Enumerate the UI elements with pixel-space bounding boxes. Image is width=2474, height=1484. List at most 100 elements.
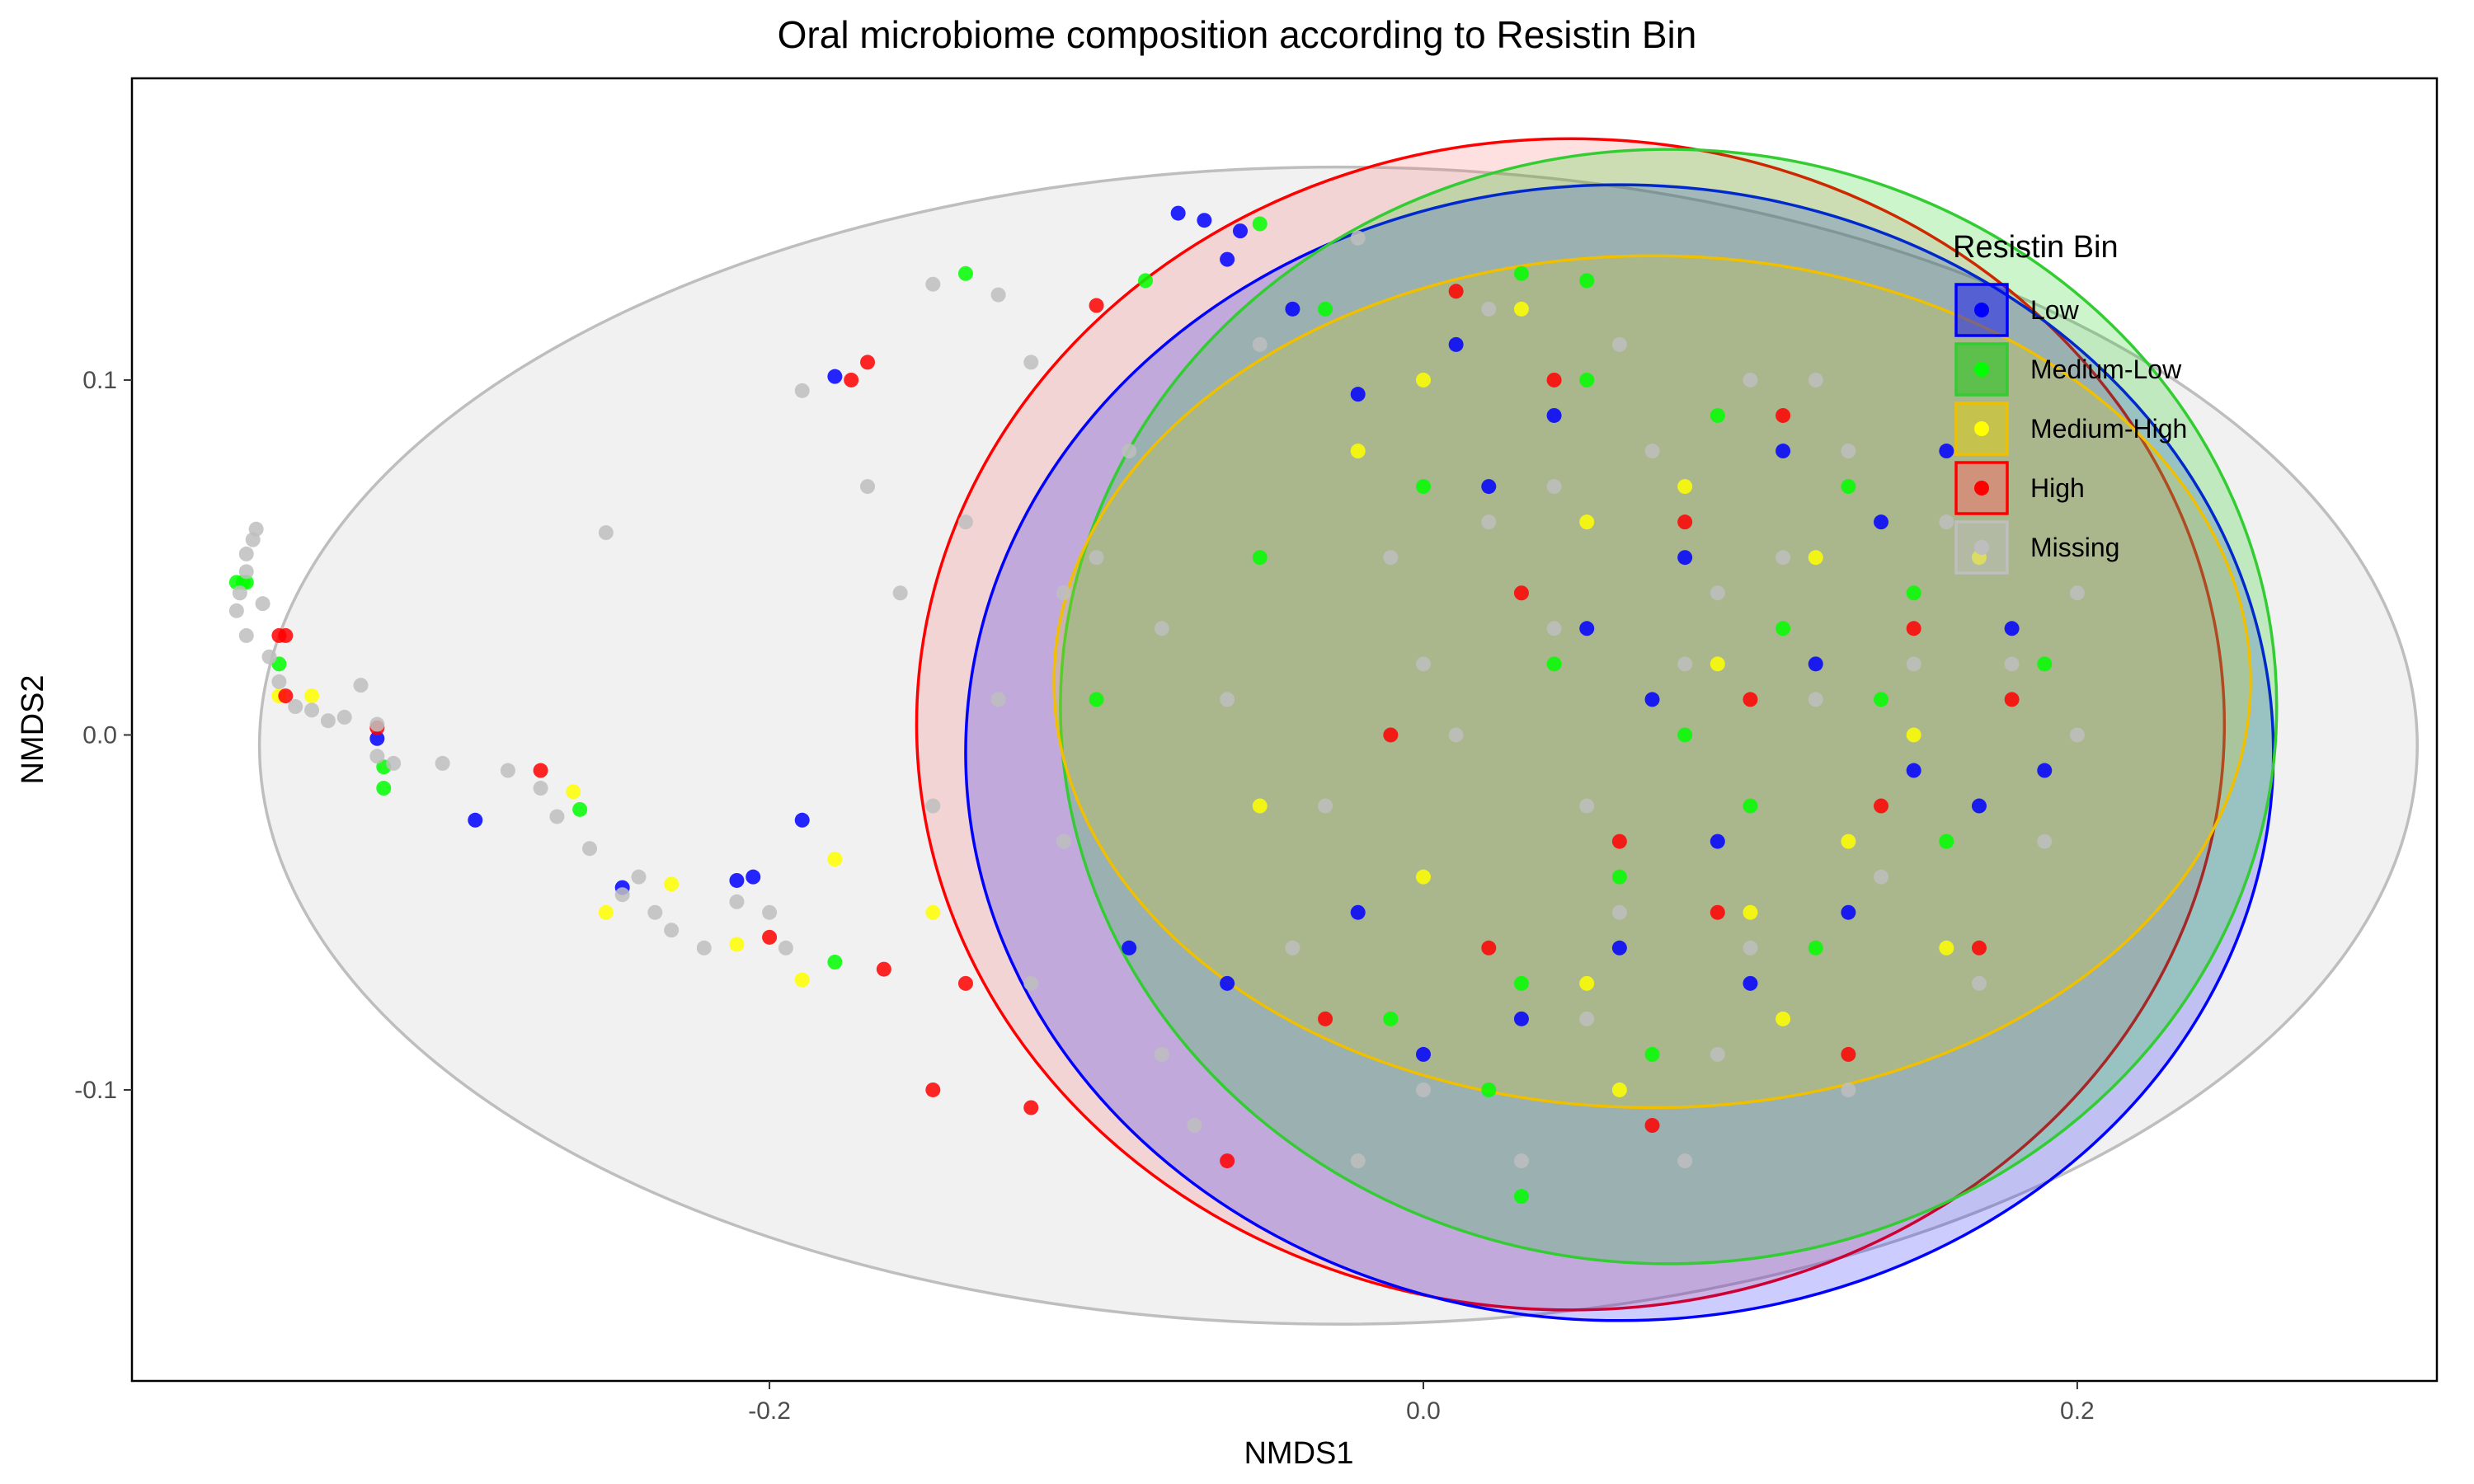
point-medium-high [1415,372,1431,387]
point-medium-low [1546,656,1562,672]
point-medium-high [1743,904,1758,920]
point-missing [1874,869,1889,885]
point-missing [353,678,369,693]
y-tick-label: -0.1 [74,1077,117,1104]
point-missing [1023,975,1039,991]
point-medium-high [1906,727,1921,743]
point-low [1546,407,1562,423]
point-medium-low [827,954,843,970]
point-missing [1089,550,1104,566]
point-medium-low [376,781,392,796]
point-missing [925,798,941,814]
point-high [1513,585,1529,601]
point-missing [598,525,614,541]
point-medium-low [1481,1082,1497,1097]
point-low [1481,479,1497,495]
point-medium-low [1841,479,1856,495]
point-high [860,355,876,370]
point-missing [533,781,548,796]
legend: Resistin Bin Low Medium-Low Medium-High Hig… [1953,230,2187,575]
point-missing [1743,372,1758,387]
legend-title: Resistin Bin [1953,230,2119,265]
point-missing [664,923,680,938]
point-missing [1971,975,1987,991]
point-high [1220,1153,1235,1169]
point-missing [1415,656,1431,672]
point-missing [2069,727,2085,743]
point-high [1677,514,1693,530]
point-missing [1579,1011,1595,1026]
point-medium-high [1808,550,1823,566]
point-medium-high [1841,834,1856,849]
point-high [1971,940,1987,956]
point-missing [614,887,630,903]
point-missing [261,649,277,665]
point-missing [1154,621,1169,636]
point-low [1448,336,1464,352]
plot-background [132,78,2437,1381]
point-medium-high [827,852,843,867]
point-missing [696,940,712,956]
point-missing [386,755,402,771]
point-low [1939,444,1954,459]
point-missing [238,627,254,643]
point-high [844,372,859,387]
point-missing [990,287,1006,303]
point-low [1285,301,1300,317]
point-medium-low [2037,656,2053,672]
point-missing [549,809,565,824]
ellipse-high [915,137,2227,1312]
point-missing [2037,834,2053,849]
x-axis-title: NMDS1 [1244,1436,1353,1471]
point-low [827,369,843,384]
point-missing [1023,355,1039,370]
y-tick-label: 0.0 [82,721,117,749]
legend-label-medium-high: Medium-High [2030,414,2187,444]
point-medium-low [1906,585,1921,601]
point-medium-high [1710,656,1725,672]
point-missing [288,699,303,715]
point-missing [582,841,598,857]
point-low [1743,975,1758,991]
x-tick-label: 0.0 [1406,1397,1441,1425]
point-medium-low [1644,1046,1660,1062]
point-missing [238,564,254,580]
point-low [1232,223,1248,239]
point-high [1546,372,1562,387]
point-low [1971,798,1987,814]
point-missing [232,585,247,601]
point-medium-high [1415,869,1431,885]
point-medium-high [1252,798,1268,814]
point-low [2037,763,2053,778]
legend-label-missing: Missing [2030,533,2119,562]
point-medium-high [304,688,320,704]
ellipse-missing [257,165,2419,1326]
point-medium-low [1677,727,1693,743]
point-medium-high [1776,1011,1791,1026]
point-low [1874,514,1889,530]
legend-dot-medium-high [1974,421,1989,436]
points-layer [228,205,2085,1205]
point-high [1743,692,1758,707]
point-missing [1743,940,1758,956]
point-missing [1677,656,1693,672]
point-missing [336,709,352,725]
point-low [1710,834,1725,849]
point-medium-high [794,972,810,988]
point-high [1906,621,1921,636]
point-low [1122,940,1137,956]
chart-title: Oral microbiome composition according to… [778,13,1697,56]
point-missing [369,749,385,764]
point-missing [1350,230,1366,246]
point-medium-low [238,575,254,590]
point-low [1644,692,1660,707]
point-medium-low [1611,869,1627,885]
point-high [1611,834,1627,849]
point-high [1448,284,1464,299]
point-missing [1220,692,1235,707]
point-missing [778,940,793,956]
legend-label-medium-low: Medium-Low [2030,355,2182,384]
point-medium-low [1138,273,1154,289]
point-medium-high [1513,301,1529,317]
point-missing [369,716,385,732]
